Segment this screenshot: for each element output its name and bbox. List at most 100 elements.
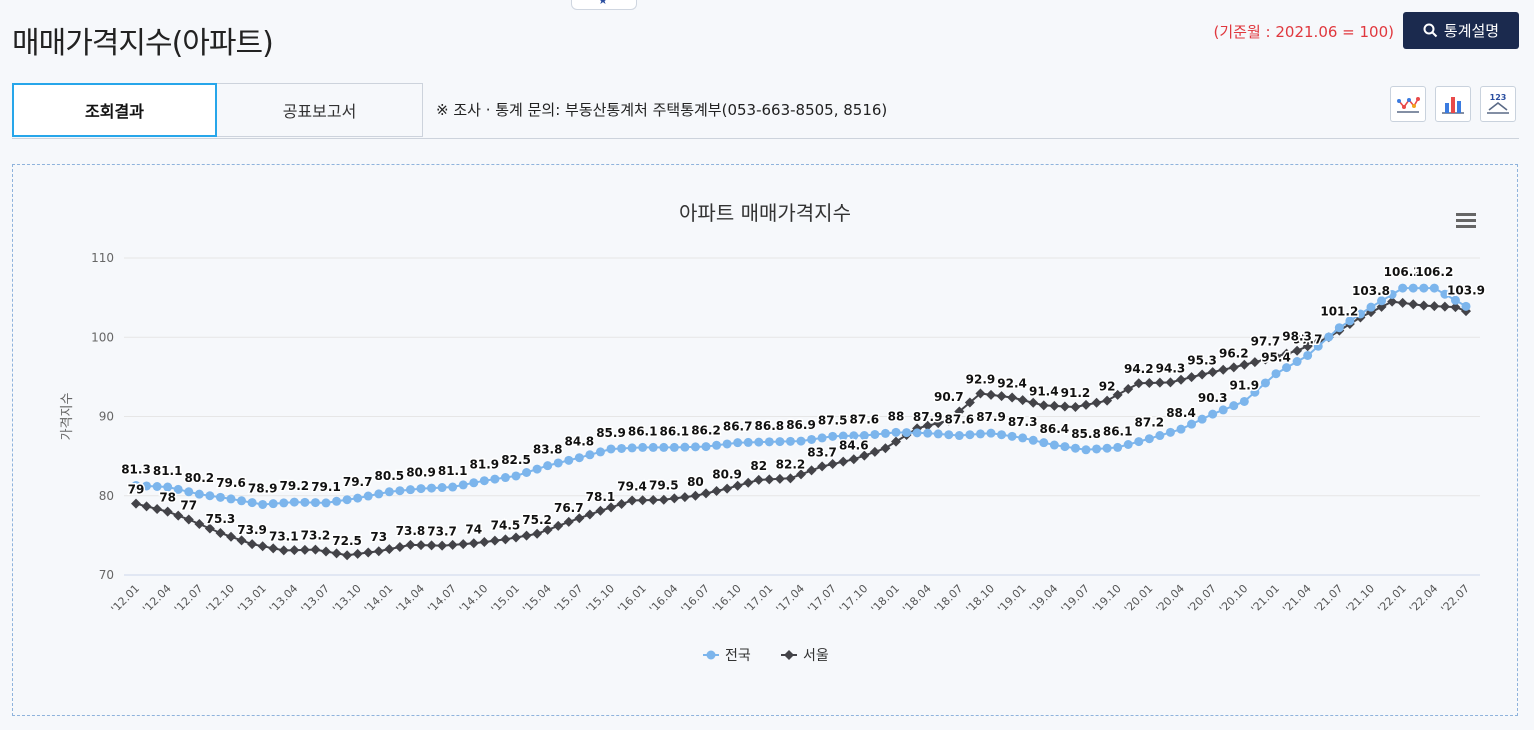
tab-results[interactable]: 조회결과 <box>12 83 217 137</box>
data-label: 86.1 <box>628 424 658 438</box>
data-label: 74.5 <box>491 518 521 532</box>
data-point <box>1229 401 1239 411</box>
data-point <box>817 433 827 443</box>
data-point <box>1134 437 1144 447</box>
data-point <box>1113 442 1123 452</box>
data-point <box>627 495 638 506</box>
data-label: 86.9 <box>786 418 816 432</box>
statistics-description-button[interactable]: 통계설명 <box>1403 12 1519 49</box>
line-chart-icon <box>1397 97 1420 113</box>
data-point <box>1165 427 1175 437</box>
data-point <box>1377 296 1387 306</box>
number-data-view-button[interactable]: 123 <box>1480 86 1516 122</box>
x-tick-label: '18.07 <box>932 582 966 616</box>
data-label: 92.9 <box>966 373 996 387</box>
data-label: 90.3 <box>1198 391 1228 405</box>
data-label: 87.9 <box>913 410 943 424</box>
data-point <box>1387 296 1398 307</box>
top-favorite-tab[interactable]: ★ <box>571 0 637 10</box>
tab-published-report[interactable]: 공표보고서 <box>217 83 423 137</box>
data-point <box>838 456 849 467</box>
data-point <box>162 506 173 517</box>
x-tick-label: '15.04 <box>520 582 554 616</box>
data-point <box>965 430 975 440</box>
data-label: 79.6 <box>216 476 246 490</box>
data-point <box>469 478 479 488</box>
x-tick-label: '16.10 <box>710 582 744 616</box>
data-point <box>1429 301 1440 312</box>
data-point <box>215 492 225 502</box>
data-point <box>553 458 563 468</box>
data-point <box>774 473 785 484</box>
data-point <box>807 434 817 444</box>
x-tick-label: '16.01 <box>615 582 649 616</box>
data-label: 73.7 <box>427 525 457 539</box>
data-point <box>806 465 817 476</box>
x-tick-label: '15.10 <box>584 582 618 616</box>
data-point <box>859 431 869 441</box>
data-point <box>1155 431 1165 441</box>
data-label: 81.1 <box>153 464 183 478</box>
x-tick-label: '18.01 <box>869 582 903 616</box>
data-point <box>679 492 690 503</box>
data-label: 85.8 <box>1071 427 1101 441</box>
data-point <box>1154 377 1165 388</box>
data-label: 84.8 <box>565 435 595 449</box>
x-tick-label: '14.10 <box>457 582 491 616</box>
x-tick-label: '18.04 <box>900 582 934 616</box>
data-point <box>1239 396 1249 406</box>
x-tick-label: '13.04 <box>267 582 301 616</box>
data-point <box>279 498 289 508</box>
data-point <box>247 539 258 550</box>
data-point <box>1397 297 1408 308</box>
data-point <box>595 447 605 457</box>
data-point <box>785 473 796 484</box>
data-point <box>1260 378 1270 388</box>
star-icon[interactable]: ★ <box>598 0 608 7</box>
legend-item-서울[interactable]: 서울 <box>803 648 829 664</box>
data-point <box>458 539 469 550</box>
data-point <box>1218 364 1229 375</box>
data-point <box>490 474 500 484</box>
data-point <box>1408 283 1418 293</box>
data-point <box>986 428 996 438</box>
data-point <box>732 480 743 491</box>
x-tick-label: '21.07 <box>1312 582 1346 616</box>
data-point <box>1039 438 1049 448</box>
data-label: 80.2 <box>185 471 215 485</box>
data-point <box>1366 302 1376 312</box>
data-point <box>332 496 342 506</box>
data-point <box>405 485 415 495</box>
line-chart-view-button[interactable] <box>1390 86 1426 122</box>
bar-chart-view-button[interactable] <box>1435 86 1471 122</box>
data-point <box>785 436 795 446</box>
data-point <box>1461 301 1471 311</box>
chart-title: 아파트 매매가격지수 <box>679 201 851 225</box>
legend-item-전국[interactable]: 전국 <box>725 648 751 664</box>
data-point <box>1302 341 1313 352</box>
x-tick-label: '14.04 <box>394 582 428 616</box>
data-point <box>447 539 458 550</box>
data-point <box>289 497 299 507</box>
data-point <box>1249 357 1260 368</box>
data-point <box>754 437 764 447</box>
data-label: 87.6 <box>945 413 975 427</box>
data-label: 82 <box>750 459 767 473</box>
data-point <box>712 440 722 450</box>
x-tick-label: '15.07 <box>552 582 586 616</box>
data-label: 101.2 <box>1320 305 1358 319</box>
data-point <box>194 489 204 499</box>
data-point <box>299 544 310 555</box>
data-point <box>437 483 447 493</box>
data-point <box>1060 442 1070 452</box>
data-point <box>437 540 448 551</box>
data-label: 80 <box>687 475 704 489</box>
data-point <box>880 443 891 454</box>
data-label: 72.5 <box>332 534 362 548</box>
data-point <box>204 523 215 534</box>
data-point <box>1081 445 1091 455</box>
data-label: 87.3 <box>1008 415 1038 429</box>
data-point <box>268 499 278 509</box>
data-point <box>532 464 542 474</box>
data-point <box>352 548 363 559</box>
